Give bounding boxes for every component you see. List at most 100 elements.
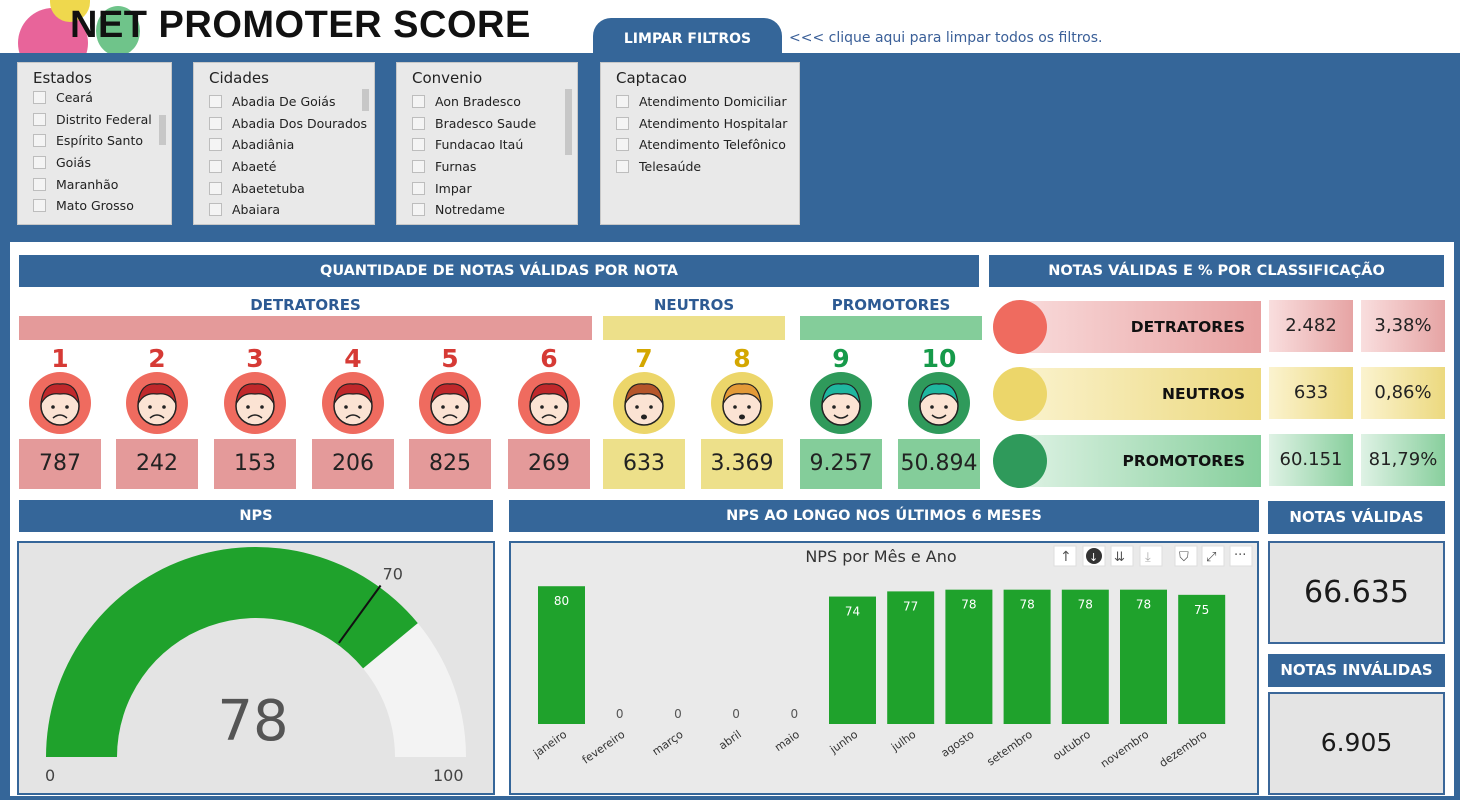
- checkbox-icon[interactable]: [33, 199, 46, 213]
- face-icon: [711, 372, 773, 434]
- face-icon: [518, 372, 580, 434]
- slicer-item[interactable]: Abadiânia: [194, 134, 374, 156]
- bar-agosto[interactable]: [945, 589, 993, 724]
- grade-count-5: 825: [409, 439, 491, 489]
- checkbox-icon[interactable]: [209, 181, 222, 195]
- slicer-estados[interactable]: Estados Ceará Distrito Federal Espírito …: [17, 62, 172, 225]
- expand-hierarchy-icon[interactable]: [1139, 545, 1163, 567]
- slicer-item[interactable]: Distrito Federal: [18, 109, 171, 131]
- more-options-icon[interactable]: [1229, 545, 1253, 567]
- checkbox-icon[interactable]: [33, 91, 46, 104]
- face-icon: [993, 300, 1047, 354]
- slicer-item[interactable]: Telesaúde: [601, 156, 799, 178]
- slicer-item[interactable]: Impar: [397, 178, 577, 200]
- slicer-cidades[interactable]: Cidades Abadia De Goiás Abadia Dos Doura…: [193, 62, 375, 225]
- classification-percent: 3,38%: [1361, 300, 1445, 352]
- checkbox-icon[interactable]: [412, 203, 425, 217]
- chart-title: NPS por Mês e Ano: [805, 547, 956, 566]
- gauge-target-label: 70: [383, 564, 403, 583]
- slicer-item[interactable]: Abaiara: [194, 199, 374, 221]
- slicer-item[interactable]: Furnas: [397, 156, 577, 178]
- face-icon: [993, 434, 1047, 488]
- checkbox-icon[interactable]: [33, 156, 46, 170]
- svg-text:↑: ↑: [1060, 549, 1072, 565]
- bar-julho[interactable]: [887, 591, 935, 724]
- grade-count-8: 3.369: [701, 439, 783, 489]
- bar-value-label: 0: [616, 707, 624, 721]
- checkbox-icon[interactable]: [209, 95, 222, 108]
- valid-notes-value: 66.635: [1304, 575, 1409, 610]
- x-tick-label: fevereiro: [580, 728, 628, 767]
- sort-asc-icon[interactable]: [1053, 545, 1077, 567]
- checkbox-icon[interactable]: [412, 160, 425, 174]
- slicer-scrollbar[interactable]: [362, 89, 369, 111]
- slicer-item[interactable]: Abadia De Goiás: [194, 91, 374, 113]
- checkbox-icon[interactable]: [33, 134, 46, 148]
- bottom-frame: [0, 796, 1460, 800]
- svg-text:⤓: ⤓: [1145, 550, 1151, 565]
- bar-dezembro[interactable]: [1178, 594, 1226, 724]
- svg-text:↓: ↓: [1089, 551, 1098, 564]
- slicer-item[interactable]: Ceará: [18, 87, 171, 109]
- checkbox-icon[interactable]: [412, 116, 425, 130]
- checkbox-icon[interactable]: [209, 203, 222, 217]
- x-tick-label: novembro: [1098, 728, 1151, 771]
- invalid-notes-value: 6.905: [1320, 728, 1393, 757]
- bar-junho[interactable]: [829, 596, 876, 724]
- bar-janeiro[interactable]: [538, 586, 585, 724]
- slicer-item[interactable]: Fundacao Itaú: [397, 134, 577, 156]
- checkbox-icon[interactable]: [616, 160, 629, 174]
- bar-value-label: 74: [845, 605, 860, 619]
- slicer-scrollbar[interactable]: [565, 89, 572, 155]
- x-tick-label: julho: [888, 728, 918, 755]
- grade-number-1: 1: [51, 344, 69, 373]
- slicer-item[interactable]: Atendimento Telefônico: [601, 134, 799, 156]
- clear-filters-button[interactable]: LIMPAR FILTROS: [593, 18, 782, 55]
- filter-icon[interactable]: [1174, 545, 1198, 567]
- slicer-item[interactable]: Abaeté: [194, 156, 374, 178]
- slicer-item[interactable]: Maranhão: [18, 174, 171, 196]
- slicer-convenio[interactable]: Convenio Aon Bradesco Bradesco Saude Fun…: [396, 62, 578, 225]
- checkbox-icon[interactable]: [33, 112, 46, 126]
- classification-label: NEUTROS: [1013, 368, 1261, 420]
- slicer-item[interactable]: Aon Bradesco: [397, 91, 577, 113]
- checkbox-icon[interactable]: [209, 116, 222, 130]
- slicer-item[interactable]: Espírito Santo: [18, 130, 171, 152]
- slicer-item[interactable]: Atendimento Hospitalar: [601, 113, 799, 135]
- slicer-scrollbar[interactable]: [159, 115, 166, 145]
- face-icon: [322, 372, 384, 434]
- logo-green-shape: [96, 6, 140, 56]
- face-icon: [613, 372, 675, 434]
- slicer-item[interactable]: Atendimento Domiciliar: [601, 91, 799, 113]
- group-label-promotores: PROMOTORES: [831, 296, 951, 314]
- grade-count-6: 269: [508, 439, 590, 489]
- checkbox-icon[interactable]: [209, 138, 222, 152]
- checkbox-icon[interactable]: [616, 138, 629, 152]
- x-tick-label: setembro: [985, 728, 1036, 769]
- checkbox-icon[interactable]: [209, 160, 222, 174]
- checkbox-icon[interactable]: [412, 138, 425, 152]
- slicer-item[interactable]: Mato Grosso: [18, 195, 171, 217]
- checkbox-icon[interactable]: [616, 95, 629, 108]
- face-icon: [908, 372, 970, 434]
- slicer-item[interactable]: Notredame: [397, 199, 577, 221]
- logo-yellow-shape: [50, 0, 90, 22]
- bar-novembro[interactable]: [1120, 589, 1167, 724]
- next-level-icon[interactable]: [1110, 545, 1134, 567]
- checkbox-icon[interactable]: [616, 116, 629, 130]
- bar-outubro[interactable]: [1061, 589, 1109, 724]
- slicer-item[interactable]: Abadia Dos Dourados: [194, 113, 374, 135]
- gauge-target-line: [338, 584, 382, 644]
- focus-mode-icon[interactable]: [1201, 545, 1225, 567]
- bar-setembro[interactable]: [1003, 589, 1051, 724]
- checkbox-icon[interactable]: [412, 95, 425, 108]
- bar-value-label: 0: [732, 707, 740, 721]
- slicer-item[interactable]: Abaetetuba: [194, 178, 374, 200]
- checkbox-icon[interactable]: [412, 181, 425, 195]
- slicer-item[interactable]: Goiás: [18, 152, 171, 174]
- slicer-item[interactable]: Bradesco Saude: [397, 113, 577, 135]
- gauge-max-label: 100: [433, 766, 464, 785]
- valid-notes-header: NOTAS VÁLIDAS: [1268, 501, 1445, 534]
- slicer-captacao[interactable]: Captacao Atendimento Domiciliar Atendime…: [600, 62, 800, 225]
- checkbox-icon[interactable]: [33, 177, 46, 191]
